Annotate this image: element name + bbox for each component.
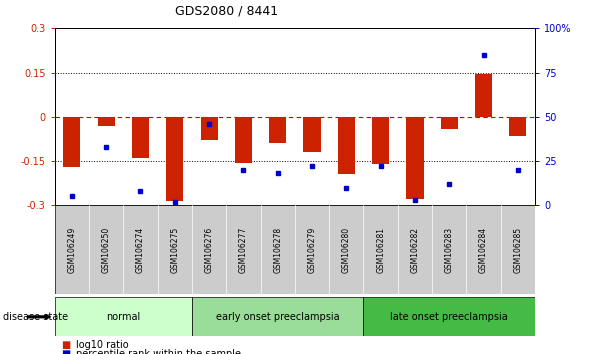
Text: GDS2080 / 8441: GDS2080 / 8441: [175, 5, 278, 18]
Bar: [201, 117, 218, 141]
Text: normal: normal: [106, 312, 140, 322]
Text: GSM106285: GSM106285: [513, 227, 522, 273]
Bar: [338, 117, 355, 175]
Bar: [475, 74, 492, 117]
Text: GSM106275: GSM106275: [170, 227, 179, 273]
Bar: [269, 117, 286, 143]
Text: GSM106274: GSM106274: [136, 227, 145, 273]
Text: GSM106278: GSM106278: [273, 227, 282, 273]
Text: ■: ■: [61, 349, 70, 354]
Text: GSM106283: GSM106283: [445, 227, 454, 273]
Bar: [55, 297, 192, 336]
Bar: [166, 117, 184, 201]
Bar: [372, 117, 389, 164]
Bar: [364, 297, 535, 336]
Bar: [510, 117, 527, 136]
Text: log10 ratio: log10 ratio: [76, 340, 129, 350]
Text: GSM106284: GSM106284: [479, 227, 488, 273]
Text: early onset preeclampsia: early onset preeclampsia: [216, 312, 339, 322]
Bar: [63, 117, 80, 167]
Bar: [192, 297, 364, 336]
Text: ■: ■: [61, 340, 70, 350]
Bar: [406, 117, 424, 199]
Bar: [98, 117, 115, 126]
Bar: [303, 117, 320, 152]
Text: GSM106277: GSM106277: [239, 227, 248, 273]
Text: disease state: disease state: [3, 312, 68, 322]
Text: GSM106276: GSM106276: [205, 227, 213, 273]
Bar: [235, 117, 252, 162]
Bar: [441, 117, 458, 129]
Text: percentile rank within the sample: percentile rank within the sample: [76, 349, 241, 354]
Text: late onset preeclampsia: late onset preeclampsia: [390, 312, 508, 322]
Text: GSM106281: GSM106281: [376, 227, 385, 273]
Text: GSM106280: GSM106280: [342, 227, 351, 273]
Bar: [132, 117, 149, 158]
Text: GSM106250: GSM106250: [102, 227, 111, 273]
Text: GSM106282: GSM106282: [410, 227, 420, 273]
Text: GSM106279: GSM106279: [308, 227, 317, 273]
Text: GSM106249: GSM106249: [67, 227, 77, 273]
